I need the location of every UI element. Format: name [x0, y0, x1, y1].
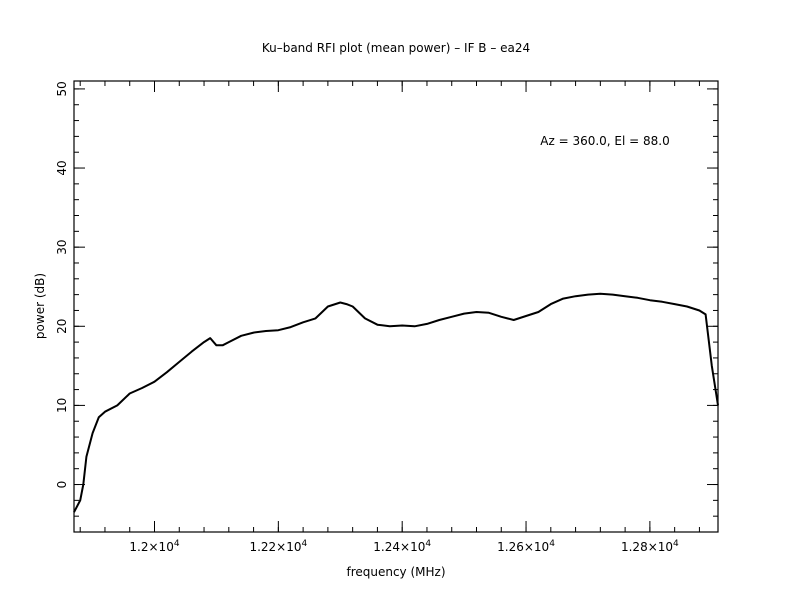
data-series [73, 292, 719, 513]
x-axis-label: frequency (MHz) [346, 565, 445, 579]
y-tick-label: 50 [55, 81, 69, 96]
x-tick-label: 1.22×104 [249, 539, 307, 554]
pointing-annotation: Az = 360.0, El = 88.0 [540, 134, 670, 148]
x-tick-label: 1.28×104 [621, 539, 679, 554]
y-tick-label: 10 [55, 398, 69, 413]
x-tick-label: 1.2×104 [129, 539, 179, 554]
tick-labels: 1.2×104 1.22×104 1.24×104 1.26×104 1.28×104 0… [55, 81, 679, 554]
x-tick-label: 1.26×104 [497, 539, 555, 554]
chart-title: Ku–band RFI plot (mean power) – IF B – e… [262, 41, 530, 55]
x-tick-label: 1.24×104 [373, 539, 431, 554]
y-tick-label: 0 [55, 481, 69, 489]
y-tick-label: 40 [55, 160, 69, 175]
y-tick-label: 20 [55, 319, 69, 334]
y-tick-label: 30 [55, 240, 69, 255]
y-axis-label: power (dB) [33, 273, 47, 339]
axis-ticks [74, 81, 718, 533]
plot-frame [73, 80, 719, 533]
power-series-line [73, 292, 719, 513]
